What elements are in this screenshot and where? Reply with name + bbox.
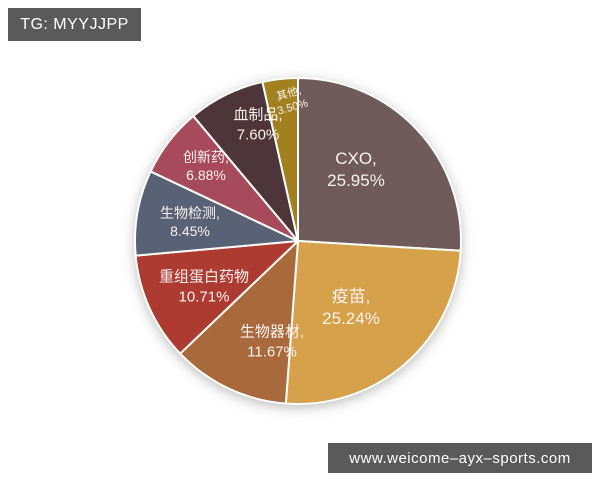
pie-slice-cxo: [297, 77, 462, 252]
pie-slice-bio-testing: [134, 170, 299, 257]
pie-slice-vaccine: [284, 240, 462, 405]
telegram-watermark-badge: TG: MYYJJPP: [8, 8, 141, 41]
url-watermark-badge: www.weicome–ayx–sports.com: [328, 443, 592, 473]
pie-slice-recombinant-protein: [134, 240, 299, 355]
pie-slice-others: [261, 77, 299, 242]
pie-slice-bio-equipment: [179, 240, 299, 405]
